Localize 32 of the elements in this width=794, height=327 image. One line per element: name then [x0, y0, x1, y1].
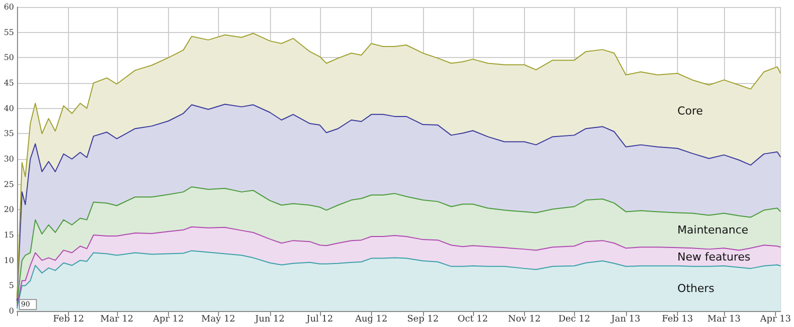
x-tick-label: Sep 12 — [407, 314, 439, 324]
y-tick-label: 35 — [4, 129, 14, 138]
x-tick-label: May 12 — [201, 314, 236, 324]
x-tick-label: Mar 12 — [100, 314, 134, 324]
y-tick-label: 15 — [4, 230, 14, 240]
y-tick-label: 0 — [8, 306, 14, 316]
y-tick-label: 20 — [4, 205, 14, 214]
y-tick-label: 60 — [4, 2, 14, 12]
x-tick-label: Jan 13 — [610, 314, 641, 324]
y-tick-label: 10 — [4, 256, 14, 265]
x-tick-label: Jul 12 — [305, 314, 334, 324]
y-tick-label: 5 — [8, 281, 14, 290]
x-tick-label: Dec 12 — [558, 314, 590, 324]
x-tick-label: Oct 12 — [458, 314, 488, 324]
x-tick-label: Apr 12 — [152, 314, 184, 324]
x-tick-label: Feb 12 — [52, 314, 84, 324]
y-tick-label: 50 — [4, 53, 14, 62]
y-tick-label: 40 — [4, 104, 14, 113]
x-tick-label: Mar 13 — [707, 314, 741, 324]
x-tick-label: Jun 12 — [254, 314, 285, 324]
y-tick-label: 55 — [4, 28, 14, 37]
x-tick-label: Aug 12 — [354, 314, 388, 324]
y-tick-label: 45 — [4, 78, 14, 88]
series-label: New features — [677, 250, 751, 264]
x-tick-label: Apr 13 — [759, 314, 792, 324]
series-label: Maintenance — [677, 224, 748, 237]
y-tick-label: 25 — [4, 180, 14, 189]
y-tick-label: 30 — [4, 154, 14, 164]
x-tick-label: Nov 12 — [508, 314, 541, 324]
series-label: Core — [677, 104, 704, 118]
x-tick-label: Feb 13 — [662, 314, 694, 324]
series-label: Others — [677, 282, 715, 295]
